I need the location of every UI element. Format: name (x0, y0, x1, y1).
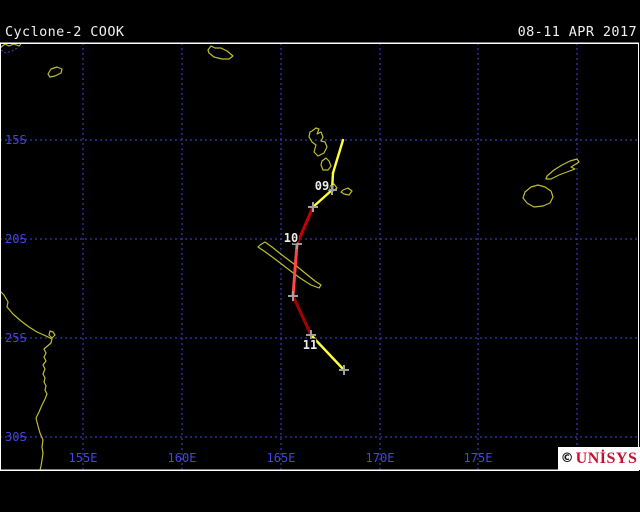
storm-title: Cyclone-2 COOK (5, 24, 125, 40)
position-marker (292, 239, 302, 249)
lon-label: 160E (168, 451, 197, 465)
reef-outline-top-left (0, 47, 18, 54)
lat-label: 25S (5, 331, 27, 345)
track-segment (295, 205, 315, 246)
header-bar: Cyclone-2 COOK 08-11 APR 2017 (0, 0, 640, 43)
coastline-espiritu-santo-group (308, 127, 328, 157)
track-segment (311, 188, 334, 209)
copyright-icon: © (560, 451, 574, 466)
coastline-new-caledonia (257, 241, 322, 289)
lon-label: 155E (69, 451, 98, 465)
coastline-malakula-island (320, 157, 332, 171)
day-label: 09 (315, 179, 329, 193)
coastline-australia-coast (0, 290, 53, 471)
coastline-solomons-fragment (0, 43, 22, 49)
coastline-offshore-islet-australia (48, 330, 56, 339)
lon-label: 165E (267, 451, 296, 465)
day-label: 11 (303, 338, 317, 352)
lon-label: 170E (366, 451, 395, 465)
date-range: 08-11 APR 2017 (517, 24, 637, 40)
coastline-vanua-levu-fiji (545, 158, 580, 180)
lon-label: 175E (464, 451, 493, 465)
coastline-rennell-island (47, 66, 63, 78)
coastline-viti-levu-fiji (522, 184, 554, 208)
lat-label: 30S (5, 430, 27, 444)
position-marker (306, 330, 316, 340)
day-label: 10 (284, 231, 298, 245)
position-marker (327, 185, 337, 195)
coastline-small-island-east-of-track (340, 187, 353, 196)
track-segment (291, 294, 313, 337)
position-marker (339, 365, 349, 375)
lat-label: 15S (5, 133, 27, 147)
position-marker (308, 202, 318, 212)
track-segment (291, 242, 299, 298)
lat-label: 20S (5, 232, 27, 246)
position-marker (288, 291, 298, 301)
track-segment (309, 333, 346, 372)
coastline-san-cristobal-island (207, 45, 234, 60)
unisys-logo: © UNİSYS (558, 447, 640, 470)
unisys-brand-text: UNİSYS (575, 449, 638, 467)
track-segment (331, 138, 345, 175)
